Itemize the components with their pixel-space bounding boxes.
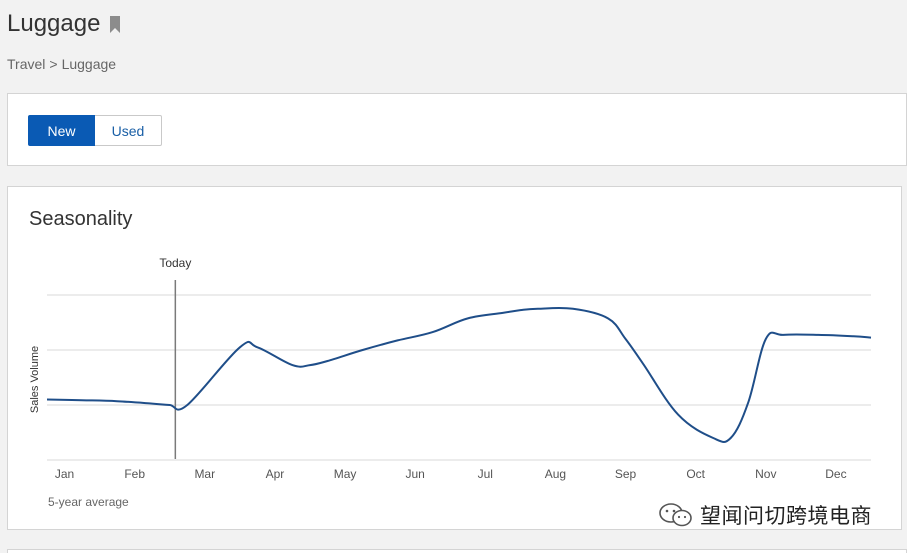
title-row: Luggage xyxy=(7,10,121,38)
x-tick-label-jun: Jun xyxy=(405,467,424,481)
x-tick-label-nov: Nov xyxy=(755,467,776,481)
bookmark-icon[interactable] xyxy=(109,15,121,33)
seasonality-chart: Sales Volume Jan Feb Mar Apr May Jun Jul Aug Sep O… xyxy=(29,256,872,481)
used-button[interactable]: Used xyxy=(95,115,162,146)
x-tick-label-aug: Aug xyxy=(545,467,566,481)
condition-toggle: New Used xyxy=(28,115,162,146)
watermark: 望闻问切跨境电商 xyxy=(658,500,872,530)
x-tick-label-apr: Apr xyxy=(266,467,285,481)
x-tick-label-may: May xyxy=(334,467,357,481)
breadcrumb-item-travel[interactable]: Travel xyxy=(7,56,46,72)
chart-title: Seasonality xyxy=(29,208,133,230)
next-card xyxy=(7,549,907,553)
seasonality-card: Seasonality Sales Volume Jan Feb Mar Apr May J… xyxy=(7,186,902,530)
watermark-text: 望闻问切跨境电商 xyxy=(700,504,872,528)
breadcrumb-separator: > xyxy=(49,56,58,72)
x-tick-label-jul: Jul xyxy=(478,467,493,481)
wechat-icon xyxy=(659,503,692,527)
x-tick-label-mar: Mar xyxy=(194,467,215,481)
condition-toggle-card: New Used xyxy=(7,93,907,166)
x-tick-label-feb: Feb xyxy=(124,467,145,481)
new-button[interactable]: New xyxy=(28,115,95,146)
breadcrumb-item-luggage[interactable]: Luggage xyxy=(61,56,117,72)
y-axis-label: Sales Volume xyxy=(29,346,41,413)
today-marker-label: Today xyxy=(159,256,191,270)
chart-footnote: 5-year average xyxy=(48,495,129,509)
x-tick-label-oct: Oct xyxy=(686,467,705,481)
x-tick-label-dec: Dec xyxy=(825,467,846,481)
x-tick-label-sep: Sep xyxy=(615,467,637,481)
x-tick-label-jan: Jan xyxy=(55,467,74,481)
page-title: Luggage xyxy=(7,10,101,37)
breadcrumb: Travel > Luggage xyxy=(7,56,116,72)
seasonality-series-line xyxy=(46,306,872,443)
